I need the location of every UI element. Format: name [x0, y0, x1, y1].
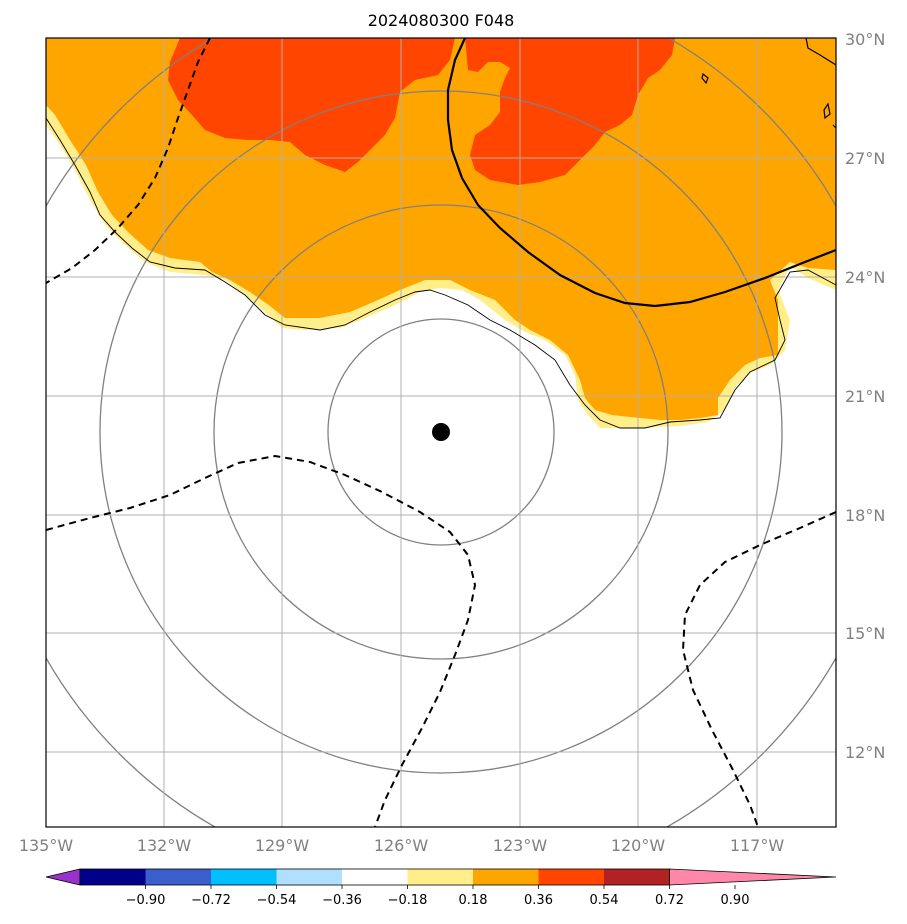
colorbar-segment [80, 869, 146, 885]
colorbar-tick-label: 0.90 [721, 893, 750, 908]
graticule [46, 38, 836, 827]
colorbar-tick-label: −0.72 [191, 893, 231, 908]
figure-title: 2024080300 F048 [368, 11, 515, 30]
lon-label: 129°W [255, 836, 310, 855]
lat-label: 12°N [845, 743, 885, 762]
colorbar-segment [145, 869, 211, 885]
lat-label: 30°N [845, 30, 885, 49]
colorbar-tick-label: 0.36 [524, 893, 553, 908]
colorbar-extend-low [45, 868, 81, 886]
field-band-red-east [465, 38, 675, 185]
range-ring-1 [327, 318, 555, 546]
colorbar-tick-label: 0.72 [655, 893, 684, 908]
lat-label: 27°N [845, 149, 885, 168]
colorbar: −0.90 −0.72 −0.54 −0.36 −0.18 0.18 0.36 0.54 0.7… [45, 868, 837, 908]
lon-label: 123°W [493, 836, 548, 855]
lon-label: 117°W [730, 836, 785, 855]
colorbar-tick-label: −0.54 [257, 893, 297, 908]
range-rings [46, 38, 836, 827]
field-edge-contour [46, 117, 836, 429]
longitude-labels: 135°W 132°W 129°W 126°W 123°W 120°W 117°… [19, 836, 785, 855]
lon-label: 135°W [19, 836, 74, 855]
dashed-contour-northwest [46, 38, 211, 284]
range-ring-3 [99, 90, 783, 774]
latitude-labels: 30°N 27°N 24°N 21°N 18°N 15°N 12°N [845, 30, 885, 762]
colorbar-segment [604, 869, 670, 885]
storm-center-marker [432, 423, 450, 441]
colorbar-tick-label: −0.90 [126, 893, 166, 908]
lat-label: 15°N [845, 624, 885, 643]
solid-contour [446, 38, 836, 308]
lat-label: 24°N [845, 268, 885, 287]
colorbar-segment [342, 869, 408, 885]
lon-label: 132°W [137, 836, 192, 855]
colorbar-tick-label: −0.18 [388, 893, 428, 908]
field-band-red-west [168, 38, 455, 172]
colorbar-tick-label: 0.54 [590, 893, 619, 908]
colorbar-tick-label: −0.36 [322, 893, 362, 908]
lat-label: 21°N [845, 387, 885, 406]
dashed-contour-central [46, 454, 477, 827]
lon-label: 126°W [374, 836, 429, 855]
colorbar-extend-high [669, 868, 837, 886]
range-ring-2 [213, 204, 669, 660]
dashed-contour-southeast [681, 511, 836, 827]
colorbar-segment [276, 869, 342, 885]
colorbar-segment [473, 869, 539, 885]
colorbar-segment [211, 869, 277, 885]
dashed-contours [46, 38, 836, 827]
colorbar-outline [79, 868, 670, 886]
colorbar-segment [407, 869, 473, 885]
colorbar-tick-label: 0.18 [459, 893, 488, 908]
lat-label: 18°N [845, 506, 885, 525]
colorbar-segment [538, 869, 604, 885]
map-frame [45, 37, 837, 828]
lon-label: 120°W [611, 836, 666, 855]
